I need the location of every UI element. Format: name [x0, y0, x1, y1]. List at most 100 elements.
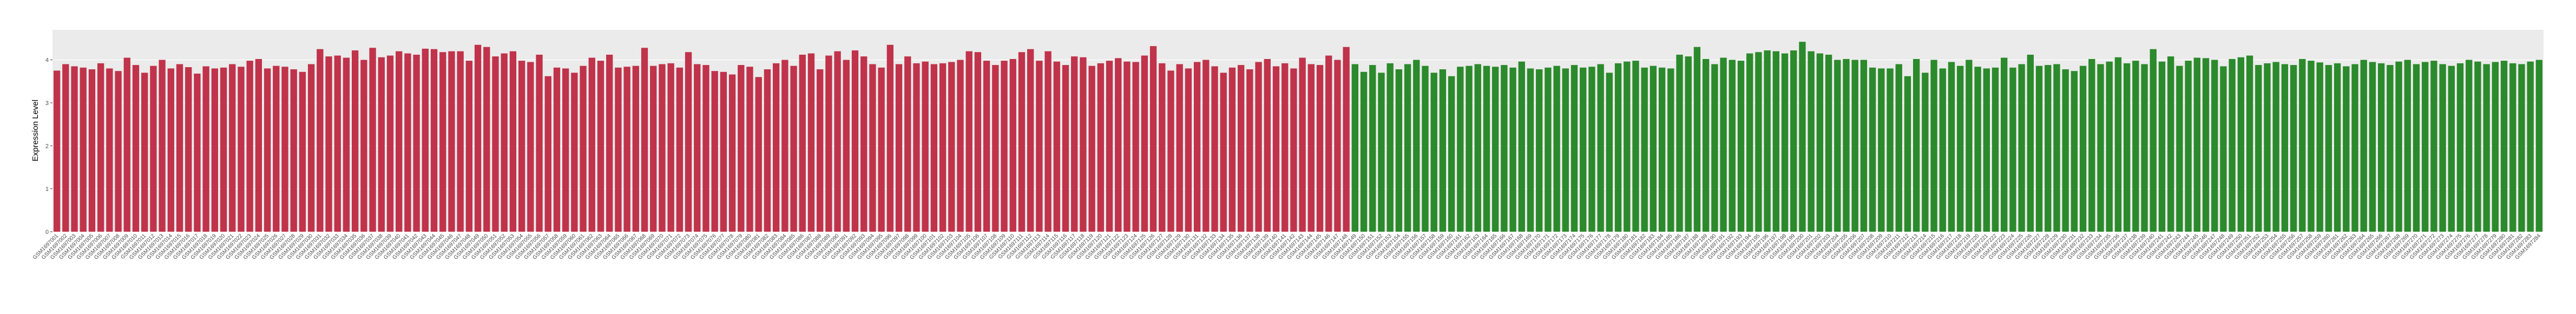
bar [1755, 52, 1762, 232]
bar [229, 64, 236, 232]
bar [886, 44, 893, 232]
bar [1123, 61, 1131, 232]
bar [1799, 42, 1806, 232]
bar [992, 65, 999, 232]
bar [141, 73, 148, 232]
bar [1307, 64, 1315, 232]
bar [1887, 68, 1894, 232]
bar [1737, 61, 1745, 232]
bar [1474, 64, 1481, 232]
bar [2088, 58, 2095, 232]
bar [1141, 55, 1148, 232]
bar [676, 67, 684, 232]
bar [1808, 51, 1815, 232]
bar [1466, 66, 1473, 232]
bar [2535, 60, 2543, 232]
y-tick-label: 0 [45, 229, 49, 236]
y-tick-label: 1 [45, 186, 49, 193]
bar [2185, 61, 2192, 232]
bar [1290, 68, 1297, 232]
bar [404, 53, 411, 232]
bar [1457, 67, 1464, 232]
bar [1343, 47, 1350, 232]
bar [1299, 57, 1306, 232]
bar [185, 67, 192, 232]
bar [1632, 61, 1639, 232]
bar [1913, 58, 1920, 232]
bar [1781, 53, 1789, 232]
bar [764, 69, 771, 232]
bar [2123, 63, 2131, 232]
bar [1334, 60, 1341, 232]
bar [1895, 64, 1902, 232]
bar [2167, 56, 2174, 232]
bar [2509, 63, 2516, 232]
bar [1228, 67, 1236, 232]
bar [1009, 58, 1016, 232]
bar [711, 71, 718, 232]
bar [1202, 60, 1210, 232]
bar [1851, 60, 1858, 232]
bar [483, 47, 490, 232]
bar [965, 51, 972, 232]
bar [1624, 61, 1631, 232]
bar [97, 63, 104, 232]
bar [1720, 57, 1727, 232]
bar [1062, 65, 1069, 232]
bar [2176, 66, 2183, 232]
bar [1703, 58, 1710, 232]
bar [1115, 58, 1122, 232]
bar [1729, 60, 1736, 232]
bar [1404, 64, 1411, 232]
bar [2474, 61, 2481, 232]
bar [817, 69, 824, 232]
bar [1570, 65, 1578, 232]
bar [2422, 62, 2429, 232]
bar [2483, 64, 2490, 232]
bar [623, 67, 630, 232]
bar [2193, 57, 2200, 232]
bar [834, 51, 841, 232]
bar [2141, 64, 2148, 232]
bar [80, 67, 87, 232]
bar [650, 66, 657, 232]
bar [1957, 66, 1964, 232]
bar [422, 48, 429, 232]
bar [150, 66, 157, 232]
bar [930, 64, 938, 232]
bar [2500, 61, 2508, 232]
bar [1246, 69, 1253, 232]
bar [1483, 66, 1490, 232]
bar [1693, 47, 1701, 232]
bar [1790, 50, 1797, 232]
bar [807, 53, 815, 232]
bar [202, 66, 209, 232]
bar [2027, 55, 2034, 232]
bar [957, 60, 964, 232]
bar [1667, 68, 1674, 232]
bar [132, 65, 140, 232]
bar [159, 60, 166, 232]
bar [1606, 73, 1613, 232]
bar [1553, 66, 1560, 232]
bar [1439, 69, 1447, 232]
bar [1764, 50, 1771, 232]
bar [728, 74, 736, 232]
bar [246, 61, 253, 232]
bar [2360, 60, 2367, 232]
bar [790, 66, 797, 232]
bar [1001, 61, 1008, 232]
bar [922, 61, 929, 232]
bar [553, 67, 561, 232]
bar [1369, 65, 1376, 232]
bar [360, 60, 367, 232]
bar [1974, 67, 1981, 232]
bar [1044, 51, 1052, 232]
bar [1509, 67, 1516, 232]
y-tick-label: 4 [45, 57, 49, 64]
bar [738, 65, 745, 232]
bar [430, 49, 438, 232]
bar [1922, 73, 1929, 232]
bar [2079, 66, 2087, 232]
